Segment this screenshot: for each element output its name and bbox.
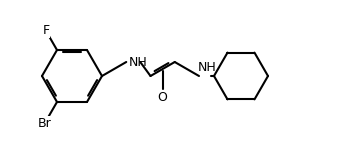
Text: NH: NH xyxy=(129,55,148,69)
Text: F: F xyxy=(42,24,50,37)
Text: Br: Br xyxy=(37,117,51,130)
Text: O: O xyxy=(158,91,167,104)
Text: NH: NH xyxy=(198,61,217,74)
